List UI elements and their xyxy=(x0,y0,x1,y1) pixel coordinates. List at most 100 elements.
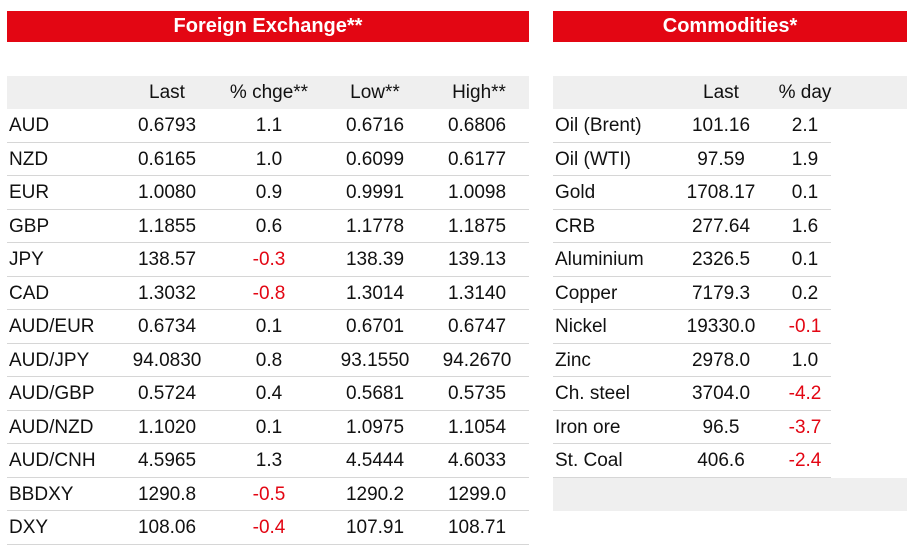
commodity-last-value: 2978.0 xyxy=(691,349,751,371)
fx-high-value: 0.6806 xyxy=(447,115,507,136)
fx-table-row: BBDXY 1290.8 -0.5 1290.2 1299.0 xyxy=(7,478,529,511)
commodity-last-value: 19330.0 xyxy=(686,316,756,337)
commodity-last-value: 97.59 xyxy=(697,148,745,170)
fx-last-value: 0.6734 xyxy=(137,316,197,337)
fx-low-value: 138.39 xyxy=(345,249,405,270)
commodities-title: Commodities* xyxy=(553,11,907,42)
fx-table-row: AUD/CNH 4.5965 1.3 4.5444 4.6033 xyxy=(7,444,529,478)
fx-change-value: 0.1 xyxy=(255,316,283,337)
fx-header-last: Last xyxy=(149,82,185,103)
fx-low-value: 0.6716 xyxy=(345,115,405,136)
commodity-name: CRB xyxy=(555,215,596,237)
fx-high-value: 1299.0 xyxy=(447,483,507,505)
fx-last-value: 1290.8 xyxy=(137,483,197,505)
fx-table-row: AUD/GBP 0.5724 0.4 0.5681 0.5735 xyxy=(7,377,529,411)
fx-high-value: 1.0098 xyxy=(447,182,507,203)
fx-change-value: 0.4 xyxy=(255,383,283,404)
fx-last-value: 1.0080 xyxy=(137,182,197,203)
fx-change-value: 0.6 xyxy=(255,215,283,237)
commodity-name: Copper xyxy=(555,282,618,304)
fx-currency-label: AUD/CNH xyxy=(9,450,96,471)
commodity-last-value: 96.5 xyxy=(702,416,740,438)
fx-change-value: -0.4 xyxy=(252,517,286,538)
fx-last-value: 1.1020 xyxy=(137,416,197,438)
commodity-row: Zinc 2978.0 1.0 xyxy=(553,344,831,377)
fx-last-value: 1.3032 xyxy=(137,282,197,304)
fx-currency-label: GBP xyxy=(9,215,50,237)
fx-currency-label: CAD xyxy=(9,282,50,304)
fx-change-value: 1.0 xyxy=(255,148,283,170)
commodity-name: Ch. steel xyxy=(555,383,630,404)
fx-table-row: GBP 1.1855 0.6 1.1778 1.1875 xyxy=(7,210,529,243)
commodity-row: Oil (WTI) 97.59 1.9 xyxy=(553,143,831,176)
commodity-day-change: 0.1 xyxy=(791,249,819,270)
commodity-day-change: 0.2 xyxy=(791,282,819,304)
fx-low-value: 1290.2 xyxy=(345,483,405,505)
commodity-row: Gold 1708.17 0.1 xyxy=(553,176,831,210)
commodity-row: St. Coal 406.6 -2.4 xyxy=(553,444,831,478)
fx-table-row: AUD/JPY 94.0830 0.8 93.1550 94.2670 xyxy=(7,344,529,377)
commodity-last-value: 7179.3 xyxy=(691,282,751,304)
fx-table: Last % chge** Low** High** AUD 0.6793 1.1 0… xyxy=(7,76,529,545)
fx-last-value: 0.5724 xyxy=(137,383,197,404)
fx-high-value: 139.13 xyxy=(447,249,507,270)
fx-currency-label: AUD/EUR xyxy=(9,316,95,337)
fx-last-value: 0.6793 xyxy=(137,115,197,136)
fx-high-value: 4.6033 xyxy=(447,450,507,471)
fx-change-value: 1.3 xyxy=(255,450,283,471)
commodity-day-change: -0.1 xyxy=(788,316,822,337)
fx-last-value: 4.5965 xyxy=(137,450,197,471)
fx-change-value: 0.8 xyxy=(255,349,283,371)
fx-low-value: 4.5444 xyxy=(345,450,405,471)
fx-low-value: 93.1550 xyxy=(340,349,410,371)
fx-high-value: 94.2670 xyxy=(442,349,512,371)
fx-high-value: 108.71 xyxy=(447,517,507,538)
commodities-table: Last % day Oil (Brent) 101.16 2.1 Oil (WTI)… xyxy=(553,76,907,511)
fx-low-value: 0.6099 xyxy=(345,148,405,170)
fx-table-row: DXY 108.06 -0.4 107.91 108.71 xyxy=(7,511,529,545)
fx-last-value: 0.6165 xyxy=(137,148,197,170)
commodity-name: Gold xyxy=(555,182,596,203)
commodity-last-value: 3704.0 xyxy=(691,383,751,404)
commodity-name: Iron ore xyxy=(555,416,621,438)
fx-currency-label: AUD/JPY xyxy=(9,349,90,371)
commodity-name: St. Coal xyxy=(555,450,623,471)
commodity-day-change: 0.1 xyxy=(791,182,819,203)
fx-table-row: NZD 0.6165 1.0 0.6099 0.6177 xyxy=(7,143,529,176)
commodities-header-last: Last xyxy=(703,82,739,103)
fx-change-value: 1.1 xyxy=(255,115,283,136)
fx-change-value: 0.9 xyxy=(255,182,283,203)
commodity-last-value: 406.6 xyxy=(697,450,745,471)
commodity-name: Zinc xyxy=(555,349,591,371)
commodity-day-change: 1.9 xyxy=(791,148,819,170)
commodity-name: Aluminium xyxy=(555,249,644,270)
fx-table-row: CAD 1.3032 -0.8 1.3014 1.3140 xyxy=(7,277,529,310)
commodity-row: Ch. steel 3704.0 -4.2 xyxy=(553,377,831,411)
commodity-row: CRB 277.64 1.6 xyxy=(553,210,831,243)
fx-high-value: 0.6747 xyxy=(447,316,507,337)
commodity-row: Copper 7179.3 0.2 xyxy=(553,277,831,310)
fx-header-high: High** xyxy=(452,82,506,103)
commodities-header-row: Last % day xyxy=(553,76,907,109)
fx-low-value: 107.91 xyxy=(345,517,405,538)
fx-currency-label: JPY xyxy=(9,249,44,270)
commodity-row: Aluminium 2326.5 0.1 xyxy=(553,243,831,277)
fx-low-value: 0.6701 xyxy=(345,316,405,337)
fx-high-value: 0.5735 xyxy=(447,383,507,404)
commodity-last-value: 277.64 xyxy=(691,215,751,237)
fx-high-value: 1.1054 xyxy=(447,416,507,438)
fx-currency-label: EUR xyxy=(9,182,50,203)
fx-currency-label: AUD/NZD xyxy=(9,416,94,438)
fx-currency-label: BBDXY xyxy=(9,483,74,505)
fx-low-value: 1.0975 xyxy=(345,416,405,438)
commodity-day-change: -3.7 xyxy=(788,416,822,438)
commodity-row: Nickel 19330.0 -0.1 xyxy=(553,310,831,344)
fx-low-value: 1.3014 xyxy=(345,282,405,304)
commodity-last-value: 2326.5 xyxy=(691,249,751,270)
commodity-day-change: 1.0 xyxy=(791,349,819,371)
commodity-name: Oil (WTI) xyxy=(555,148,631,170)
commodity-row: Iron ore 96.5 -3.7 xyxy=(553,411,831,444)
fx-change-value: -0.8 xyxy=(252,282,286,304)
fx-header-chg: % chge** xyxy=(229,82,309,103)
fx-header-low: Low** xyxy=(350,82,400,103)
